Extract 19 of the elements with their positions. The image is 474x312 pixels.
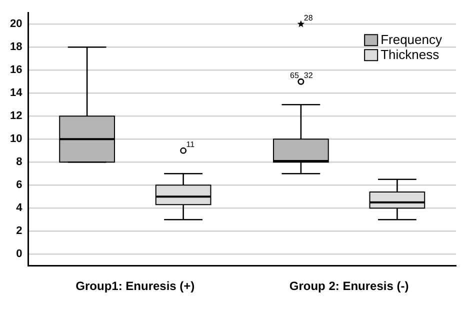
y-tick-label: 0	[16, 248, 22, 260]
x-tick-label: Group 2: Enuresis (-)	[289, 279, 409, 294]
y-tick-label: 18	[10, 41, 22, 54]
annotation: 11	[186, 140, 196, 149]
legend-label: Thickness	[380, 47, 440, 62]
legend-label: Frequency	[380, 32, 442, 48]
y-tick-label: 16	[10, 64, 22, 76]
x-tick-label: Group1: Enuresis (+)	[76, 279, 195, 294]
y-tick-label: 6	[16, 179, 22, 192]
y-tick-label: 2	[16, 225, 22, 238]
y-tick-label: 8	[16, 156, 22, 168]
annotation: 65	[290, 70, 300, 80]
annotation: 28	[304, 13, 314, 22]
y-tick-label: 4	[16, 202, 24, 214]
y-tick-label: 10	[10, 133, 22, 146]
annotation: 32	[304, 70, 314, 80]
y-tick-label: 14	[10, 87, 24, 100]
y-tick-label: 20	[10, 18, 22, 30]
y-tick-label: 12	[10, 110, 22, 122]
